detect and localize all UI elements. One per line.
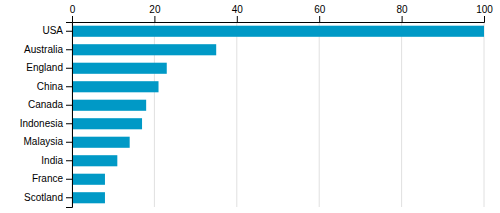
tick-label: 20 bbox=[149, 4, 161, 15]
tick-mark bbox=[484, 16, 485, 22]
tick: 20 bbox=[149, 4, 161, 22]
plot: 0 20 40 60 80 100 USA Australia England China Cana… bbox=[20, 4, 494, 208]
grid-line bbox=[319, 22, 320, 207]
tick-label: USA bbox=[42, 25, 63, 36]
tick: Malaysia bbox=[24, 136, 72, 147]
tick: India bbox=[41, 155, 72, 166]
grid bbox=[72, 22, 484, 207]
tick: 100 bbox=[476, 4, 493, 22]
tick-label: Australia bbox=[24, 44, 63, 55]
tick-mark bbox=[66, 123, 72, 124]
tick-mark bbox=[66, 68, 72, 69]
tick-mark bbox=[66, 105, 72, 106]
tick-label: China bbox=[37, 81, 64, 92]
tick-label: Scotland bbox=[24, 192, 63, 203]
tick: 80 bbox=[397, 4, 409, 22]
tick: Australia bbox=[24, 44, 72, 55]
bars bbox=[72, 26, 484, 204]
x-axis: 0 20 40 60 80 100 bbox=[70, 4, 494, 23]
bar bbox=[72, 81, 159, 92]
tick: China bbox=[37, 81, 72, 92]
tick-label: 80 bbox=[397, 4, 409, 15]
bar bbox=[72, 192, 105, 203]
tick-label: 100 bbox=[476, 4, 493, 15]
tick-label: Indonesia bbox=[20, 118, 64, 129]
tick-label: France bbox=[32, 173, 64, 184]
bar bbox=[72, 100, 146, 111]
tick: England bbox=[26, 62, 72, 73]
tick-label: Canada bbox=[28, 99, 63, 110]
axis-line bbox=[73, 16, 485, 23]
tick: France bbox=[32, 173, 72, 184]
bar bbox=[72, 63, 167, 74]
tick-mark bbox=[66, 49, 72, 50]
bar bbox=[72, 118, 142, 129]
tick-mark bbox=[66, 86, 72, 87]
tick-label: 60 bbox=[314, 4, 326, 15]
tick-label: 40 bbox=[232, 4, 244, 15]
bar bbox=[72, 155, 117, 166]
axis-line bbox=[66, 23, 73, 208]
tick: Scotland bbox=[24, 192, 72, 203]
tick-mark bbox=[66, 197, 72, 198]
tick-mark bbox=[66, 179, 72, 180]
tick: 60 bbox=[314, 4, 326, 22]
tick-mark bbox=[154, 16, 155, 22]
tick-mark bbox=[319, 16, 320, 22]
tick: Canada bbox=[28, 99, 72, 110]
bar bbox=[72, 26, 484, 37]
tick-mark bbox=[66, 160, 72, 161]
tick-label: Malaysia bbox=[24, 136, 64, 147]
bar bbox=[72, 137, 130, 148]
tick: 0 bbox=[70, 4, 76, 22]
grid-line bbox=[484, 22, 485, 207]
grid-line bbox=[236, 22, 237, 207]
tick-label: India bbox=[41, 155, 63, 166]
tick-mark bbox=[66, 31, 72, 32]
tick-mark bbox=[72, 16, 73, 22]
bar bbox=[72, 44, 216, 55]
grid-line bbox=[401, 22, 402, 207]
chart: 0 20 40 60 80 100 USA Australia England China Cana… bbox=[0, 0, 500, 213]
y-axis: USA Australia England China Canada Indonesia M… bbox=[20, 23, 73, 208]
tick-mark bbox=[237, 16, 238, 22]
tick: 40 bbox=[232, 4, 244, 22]
bar bbox=[72, 174, 105, 185]
tick-mark bbox=[402, 16, 403, 22]
tick: USA bbox=[42, 25, 72, 36]
tick-label: 0 bbox=[70, 4, 76, 15]
tick-mark bbox=[66, 142, 72, 143]
tick: Indonesia bbox=[20, 118, 72, 129]
tick-label: England bbox=[26, 62, 63, 73]
